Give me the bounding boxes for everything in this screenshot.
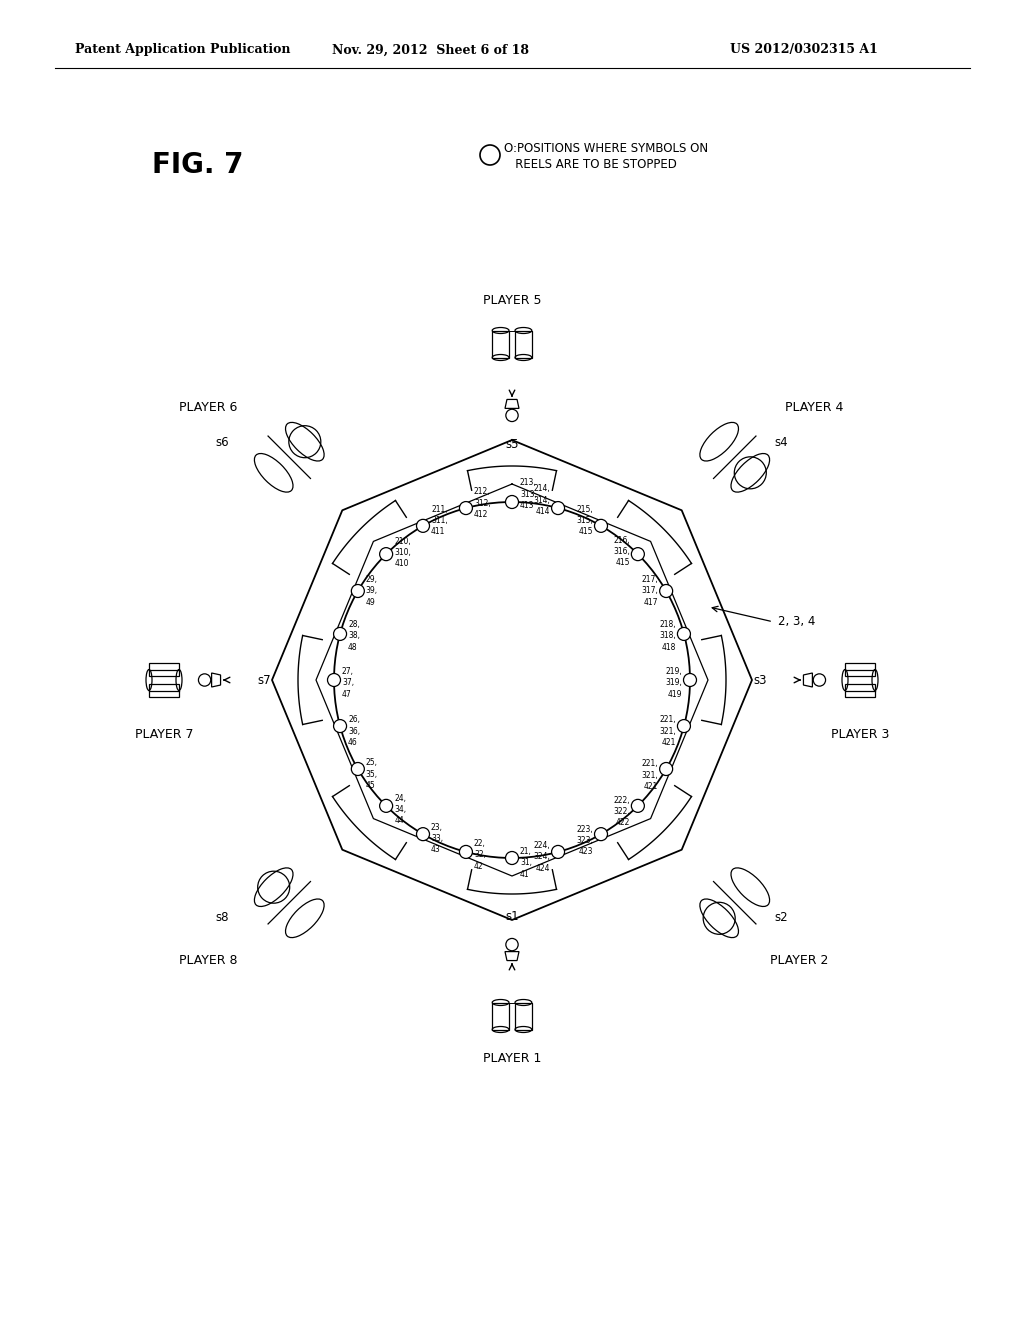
Text: 211,
311,
411: 211, 311, 411	[431, 506, 447, 536]
Circle shape	[334, 719, 346, 733]
Text: 216,
316,
415: 216, 316, 415	[613, 536, 630, 566]
Text: 26,
36,
46: 26, 36, 46	[348, 715, 360, 747]
Text: US 2012/0302315 A1: US 2012/0302315 A1	[730, 44, 878, 57]
Text: 219,
319,
419: 219, 319, 419	[666, 668, 682, 698]
Text: 210,
310,
410: 210, 310, 410	[394, 536, 411, 568]
Circle shape	[659, 585, 673, 598]
Text: s1: s1	[505, 909, 519, 923]
Text: 29,
39,
49: 29, 39, 49	[366, 576, 378, 607]
Circle shape	[506, 851, 518, 865]
Circle shape	[683, 673, 696, 686]
Text: s8: s8	[216, 911, 229, 924]
Text: PLAYER 8: PLAYER 8	[179, 954, 238, 968]
Text: 221,
321,
421: 221, 321, 421	[659, 715, 676, 747]
Text: REELS ARE TO BE STOPPED: REELS ARE TO BE STOPPED	[504, 158, 677, 172]
Text: s6: s6	[216, 436, 229, 449]
Text: PLAYER 7: PLAYER 7	[135, 729, 194, 742]
Circle shape	[678, 719, 690, 733]
Text: 2, 3, 4: 2, 3, 4	[778, 615, 815, 628]
Circle shape	[595, 519, 607, 532]
Circle shape	[506, 495, 518, 508]
Text: s5: s5	[505, 437, 519, 450]
Text: s2: s2	[775, 911, 788, 924]
Text: 213,
313,
413: 213, 313, 413	[520, 478, 537, 510]
Text: 22,
32,
42: 22, 32, 42	[474, 840, 486, 870]
Text: Patent Application Publication: Patent Application Publication	[75, 44, 291, 57]
Circle shape	[632, 800, 644, 812]
Circle shape	[351, 585, 365, 598]
Circle shape	[632, 548, 644, 561]
Text: 215,
315,
415: 215, 315, 415	[577, 506, 593, 536]
Text: Nov. 29, 2012  Sheet 6 of 18: Nov. 29, 2012 Sheet 6 of 18	[332, 44, 528, 57]
Text: PLAYER 4: PLAYER 4	[784, 401, 843, 413]
Circle shape	[678, 627, 690, 640]
Circle shape	[595, 828, 607, 841]
Circle shape	[552, 502, 564, 515]
Text: s7: s7	[257, 673, 270, 686]
Text: PLAYER 1: PLAYER 1	[482, 1052, 542, 1064]
Text: 21,
31,
41: 21, 31, 41	[520, 847, 532, 879]
Circle shape	[552, 845, 564, 858]
Text: s4: s4	[775, 436, 788, 449]
Circle shape	[328, 673, 341, 686]
Text: PLAYER 6: PLAYER 6	[179, 401, 238, 413]
Text: 23,
33,
43: 23, 33, 43	[431, 822, 443, 854]
Text: 24,
34,
44: 24, 34, 44	[394, 795, 407, 825]
Text: 27,
37,
47: 27, 37, 47	[342, 668, 354, 698]
Circle shape	[417, 828, 429, 841]
Text: PLAYER 2: PLAYER 2	[770, 954, 828, 968]
Circle shape	[460, 845, 472, 858]
Circle shape	[351, 763, 365, 776]
Text: 222,
322,
422: 222, 322, 422	[613, 796, 630, 828]
Circle shape	[460, 502, 472, 515]
Text: 217,
317,
417: 217, 317, 417	[641, 576, 658, 607]
Text: O:POSITIONS WHERE SYMBOLS ON: O:POSITIONS WHERE SYMBOLS ON	[504, 141, 709, 154]
Text: 214,
314,
414: 214, 314, 414	[534, 484, 550, 516]
Circle shape	[334, 627, 346, 640]
Text: 223,
323,
423: 223, 323, 423	[577, 825, 593, 855]
Text: s3: s3	[754, 673, 767, 686]
Text: PLAYER 5: PLAYER 5	[482, 293, 542, 306]
Text: FIG. 7: FIG. 7	[152, 150, 244, 180]
Text: 28,
38,
48: 28, 38, 48	[348, 620, 360, 652]
Text: 25,
35,
45: 25, 35, 45	[366, 759, 378, 789]
Text: 221,
321,
421: 221, 321, 421	[641, 759, 658, 791]
Circle shape	[659, 763, 673, 776]
Circle shape	[417, 519, 429, 532]
Text: 224,
324,
424: 224, 324, 424	[534, 841, 550, 873]
Circle shape	[380, 548, 392, 561]
Text: 212,
312,
412: 212, 312, 412	[474, 487, 490, 519]
Text: 218,
318,
418: 218, 318, 418	[659, 620, 676, 652]
Text: PLAYER 3: PLAYER 3	[830, 729, 889, 742]
Circle shape	[380, 800, 392, 812]
